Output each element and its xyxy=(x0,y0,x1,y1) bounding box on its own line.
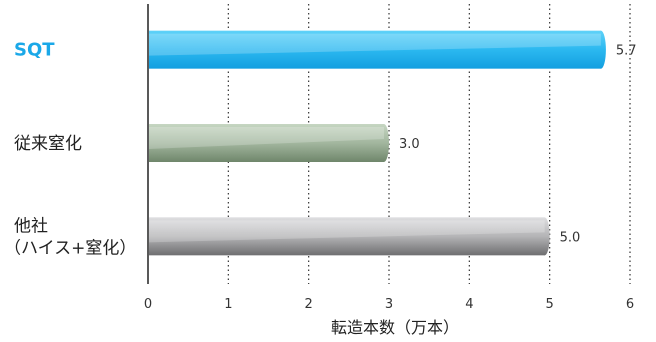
bar-gloss xyxy=(149,127,384,149)
x-tick-label: 4 xyxy=(465,297,473,312)
category-label: SQT xyxy=(14,40,55,61)
category-label: （ハイス+窒化） xyxy=(4,238,136,258)
bar xyxy=(149,124,384,162)
x-tick-label: 2 xyxy=(305,297,313,312)
bar-cap xyxy=(379,124,389,162)
x-tick-label: 3 xyxy=(385,297,393,312)
bar-cap xyxy=(539,217,550,256)
x-tick-label: 6 xyxy=(626,297,634,312)
bar-value-label: 5.7 xyxy=(616,44,637,59)
bar-cap xyxy=(595,30,606,69)
x-tick-label: 0 xyxy=(144,297,152,312)
bar-value-label: 3.0 xyxy=(399,137,420,152)
bar-value-label: 5.0 xyxy=(560,230,581,245)
bar xyxy=(149,30,601,69)
bar-gloss xyxy=(149,220,545,243)
x-tick-label: 5 xyxy=(546,297,554,312)
bar xyxy=(149,217,545,256)
category-label: 従来窒化 xyxy=(14,134,82,154)
x-axis-title: 転造本数（万本） xyxy=(331,318,459,337)
bar-gloss xyxy=(149,33,601,56)
x-tick-label: 1 xyxy=(224,297,232,312)
category-label: 他社 xyxy=(14,216,48,236)
